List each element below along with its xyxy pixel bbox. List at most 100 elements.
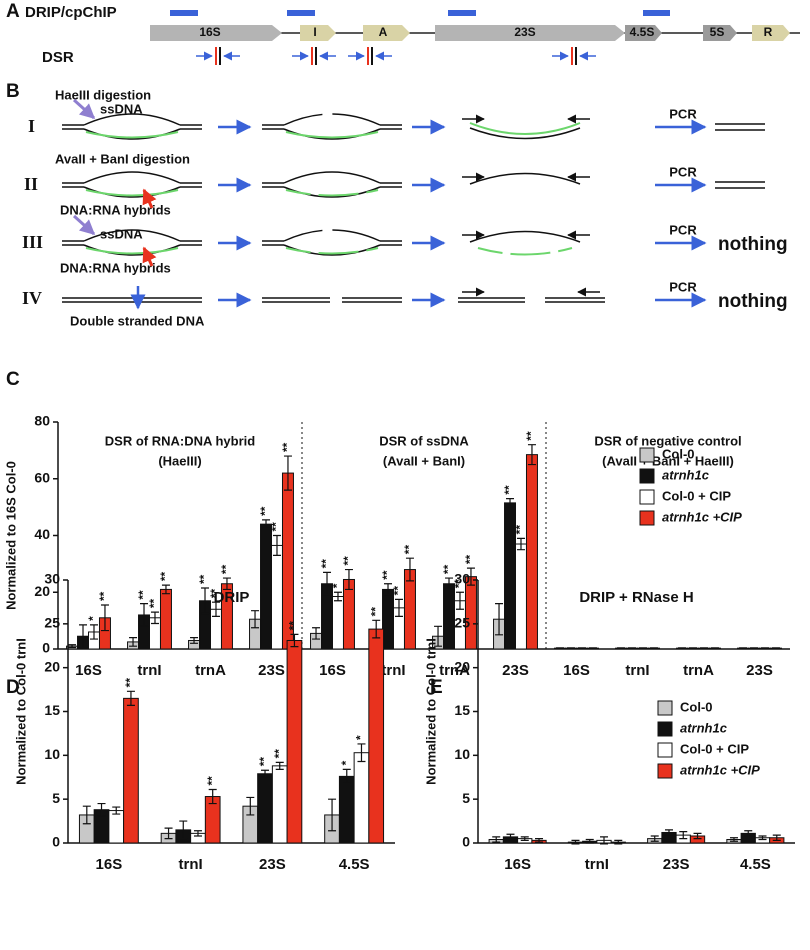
chart-title: DRIP + RNase H bbox=[579, 589, 693, 606]
y-tick-label: 20 bbox=[44, 658, 60, 674]
error-bar bbox=[527, 444, 536, 466]
x-tick-label: trnA bbox=[683, 662, 714, 679]
stroke bbox=[283, 128, 381, 140]
stroke bbox=[83, 113, 181, 126]
y-tick-label: 40 bbox=[34, 526, 50, 542]
annotation: DNA:RNA hybrids bbox=[60, 260, 171, 275]
error-bar bbox=[455, 591, 464, 610]
error-bar bbox=[466, 567, 475, 586]
x-tick-label: 23S bbox=[502, 662, 529, 679]
legend-entry: Col-0 bbox=[662, 446, 695, 461]
result: nothing bbox=[718, 234, 788, 255]
error-bar bbox=[211, 601, 220, 617]
bar bbox=[260, 523, 272, 650]
significance: ** bbox=[205, 776, 219, 786]
legend-entry: atrnh1c bbox=[680, 720, 728, 735]
error-bar bbox=[445, 577, 454, 591]
error-bar bbox=[535, 838, 544, 843]
pcr-label: PCR bbox=[669, 106, 697, 121]
stroke bbox=[85, 189, 179, 197]
significance: ** bbox=[158, 571, 172, 581]
y-tick-label: 30 bbox=[44, 571, 60, 587]
significance: ** bbox=[391, 586, 405, 596]
error-bar bbox=[650, 835, 659, 842]
error-bar bbox=[771, 647, 780, 650]
error-bar bbox=[82, 805, 91, 825]
annotation: ssDNA bbox=[100, 226, 143, 241]
annotation: ssDNA bbox=[100, 101, 143, 116]
bar bbox=[525, 454, 538, 650]
row-label: II bbox=[24, 174, 38, 194]
significance: ** bbox=[502, 485, 516, 495]
error-bar bbox=[272, 534, 281, 556]
bar bbox=[515, 543, 527, 650]
panel-label: B bbox=[6, 81, 20, 102]
error-bar bbox=[588, 647, 597, 650]
error-bar bbox=[495, 603, 504, 636]
error-bar bbox=[333, 591, 342, 602]
error-bar bbox=[577, 647, 586, 650]
significance: * bbox=[354, 735, 368, 740]
error-bar bbox=[328, 798, 337, 832]
error-bar bbox=[246, 796, 255, 816]
x-tick-label: trnI bbox=[625, 662, 649, 679]
gene-label: 4.5S bbox=[630, 25, 655, 39]
significance: ** bbox=[319, 559, 333, 569]
legend-entry: Col-0 bbox=[680, 699, 713, 714]
panel-label: E bbox=[430, 677, 443, 698]
error-bar bbox=[506, 833, 515, 841]
error-bar bbox=[372, 619, 381, 639]
bar bbox=[286, 639, 303, 844]
y-axis-title: Normalized to 16S Col-0 bbox=[3, 461, 18, 610]
error-bar bbox=[556, 647, 565, 650]
error-bar bbox=[434, 625, 443, 647]
stroke bbox=[469, 127, 581, 140]
y-tick-label: 80 bbox=[34, 413, 50, 429]
stroke bbox=[469, 172, 581, 185]
significance: ** bbox=[123, 678, 137, 688]
error-bar bbox=[179, 820, 188, 840]
gene bbox=[703, 25, 737, 41]
stroke bbox=[283, 244, 381, 256]
error-bar bbox=[140, 603, 149, 627]
error-bar bbox=[617, 647, 626, 650]
error-bar bbox=[614, 839, 623, 845]
x-tick-label: 16S bbox=[319, 662, 346, 679]
stroke bbox=[142, 246, 157, 267]
error-bar bbox=[201, 587, 210, 615]
gene-label: A bbox=[379, 25, 388, 39]
significance: ** bbox=[513, 525, 527, 535]
error-bar bbox=[679, 831, 688, 840]
legend-entry: Col-0 + CIP bbox=[662, 488, 731, 503]
error-bar bbox=[193, 830, 202, 837]
group-label: DSR of negative control bbox=[594, 433, 741, 448]
legend-entry: atrnh1c +CIP bbox=[662, 509, 742, 524]
error-bar bbox=[261, 769, 270, 778]
error-bar bbox=[100, 604, 109, 632]
significance: ** bbox=[208, 589, 222, 599]
error-bar bbox=[585, 838, 594, 844]
error-bar bbox=[89, 624, 98, 640]
significance: ** bbox=[257, 757, 271, 767]
significance: * bbox=[330, 583, 344, 588]
legend-swatch bbox=[657, 763, 673, 779]
error-bar bbox=[689, 647, 698, 650]
stroke bbox=[285, 189, 379, 197]
error-bar bbox=[405, 557, 414, 582]
group-label: DSR of ssDNA bbox=[379, 433, 469, 448]
error-bar bbox=[649, 647, 658, 650]
error-bar bbox=[678, 647, 687, 650]
annotation: DNA:RNA hybrids bbox=[60, 202, 171, 217]
x-tick-label: 23S bbox=[746, 662, 773, 679]
error-bar bbox=[571, 839, 580, 845]
error-bar bbox=[638, 647, 647, 650]
significance: ** bbox=[441, 564, 455, 574]
stroke bbox=[85, 131, 179, 139]
pcr-label: PCR bbox=[669, 164, 697, 179]
x-tick-label: trnI bbox=[585, 856, 609, 873]
legend-swatch bbox=[657, 742, 673, 758]
x-tick-label: 16S bbox=[96, 856, 123, 873]
stroke bbox=[283, 171, 381, 184]
significance: ** bbox=[219, 564, 233, 574]
y-tick-label: 10 bbox=[44, 746, 60, 762]
